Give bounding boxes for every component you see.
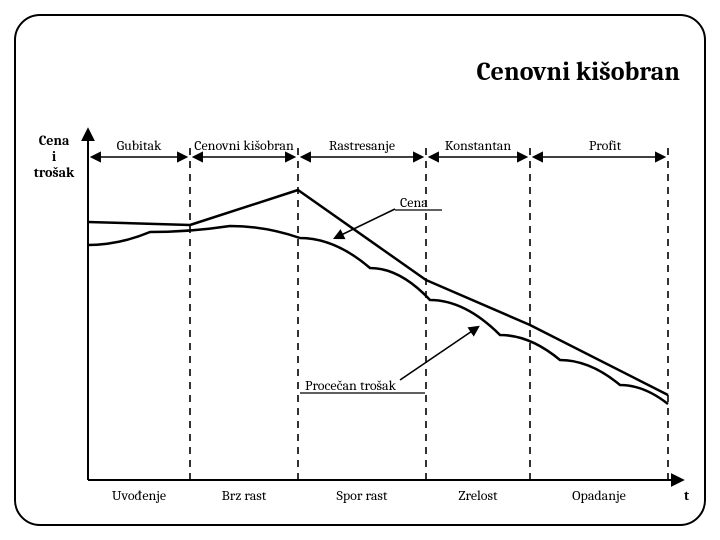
- annotation-cost-leader: [400, 327, 478, 380]
- phase-label-bottom: Opadanje: [572, 487, 626, 504]
- phase-label-top: Gubitak: [117, 137, 162, 154]
- phase-label-bottom: Uvođenje: [112, 487, 166, 504]
- phase-label-top: Cenovni kišobran: [194, 137, 294, 154]
- phase-label-top: Konstantan: [445, 137, 512, 154]
- chart-svg: Cenovni kišobranCenaitrošaktGubitakCenov…: [0, 0, 720, 540]
- phase-label-bottom: Spor rast: [337, 487, 388, 504]
- phase-label-top: Rastresanje: [329, 137, 395, 154]
- y-axis-label: i: [52, 148, 57, 165]
- slide-container: Cenovni kišobranCenaitrošaktGubitakCenov…: [0, 0, 720, 540]
- y-axis-label: Cena: [39, 132, 70, 149]
- annotation-cena-label: Cena: [400, 194, 428, 211]
- phase-label-bottom: Brz rast: [222, 487, 267, 504]
- y-axis-label: trošak: [34, 164, 75, 181]
- annotation-cost-label: Procečan trošak: [305, 377, 397, 394]
- phase-label-top: Profit: [589, 137, 622, 154]
- phase-label-bottom: Zrelost: [458, 487, 498, 504]
- x-axis-label: t: [684, 487, 690, 504]
- chart-title: Cenovni kišobran: [477, 57, 681, 87]
